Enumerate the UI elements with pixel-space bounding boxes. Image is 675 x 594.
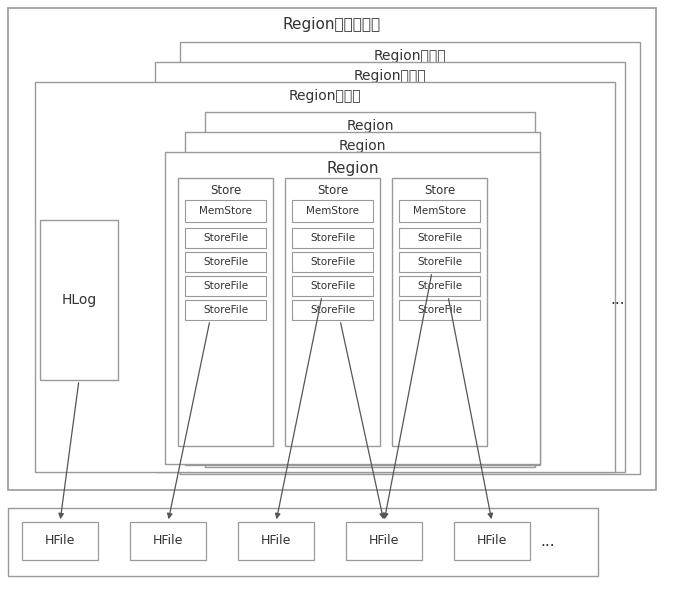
Bar	[292, 200, 373, 222]
Bar	[346, 522, 422, 560]
Bar	[155, 62, 625, 472]
Bar	[185, 228, 266, 248]
Text: HFile: HFile	[477, 535, 507, 548]
Bar	[185, 300, 266, 320]
Text: StoreFile: StoreFile	[203, 281, 248, 291]
Bar	[292, 276, 373, 296]
Bar	[399, 276, 480, 296]
Text: Region服务器: Region服务器	[374, 49, 446, 63]
Text: MemStore: MemStore	[199, 206, 252, 216]
Text: MemStore: MemStore	[413, 206, 466, 216]
Text: Region服务器集群: Region服务器集群	[283, 17, 381, 31]
Bar	[292, 300, 373, 320]
Text: StoreFile: StoreFile	[310, 257, 355, 267]
Bar	[454, 522, 530, 560]
Text: Store: Store	[424, 185, 455, 197]
Text: StoreFile: StoreFile	[417, 281, 462, 291]
Text: StoreFile: StoreFile	[310, 233, 355, 243]
Text: Region服务器: Region服务器	[354, 69, 427, 83]
Text: HLog: HLog	[61, 293, 97, 307]
Bar	[178, 178, 273, 446]
Text: Store: Store	[317, 185, 348, 197]
Text: ...: ...	[611, 292, 625, 308]
Text: MemStore: MemStore	[306, 206, 359, 216]
Text: Store: Store	[210, 185, 241, 197]
Bar	[185, 252, 266, 272]
Bar	[22, 522, 98, 560]
Bar	[185, 132, 540, 465]
Text: StoreFile: StoreFile	[203, 305, 248, 315]
Text: StoreFile: StoreFile	[203, 257, 248, 267]
Bar	[205, 112, 535, 467]
Bar	[285, 178, 380, 446]
Bar	[180, 42, 640, 474]
Text: HFile: HFile	[261, 535, 291, 548]
Text: HFile: HFile	[45, 535, 75, 548]
Text: Region: Region	[346, 119, 394, 133]
Text: StoreFile: StoreFile	[310, 305, 355, 315]
Bar	[185, 276, 266, 296]
Bar	[292, 252, 373, 272]
Bar	[35, 82, 615, 472]
Text: StoreFile: StoreFile	[417, 305, 462, 315]
Text: StoreFile: StoreFile	[417, 257, 462, 267]
Text: StoreFile: StoreFile	[310, 281, 355, 291]
Bar	[238, 522, 314, 560]
Text: StoreFile: StoreFile	[203, 233, 248, 243]
Text: Region: Region	[339, 139, 386, 153]
Bar	[185, 200, 266, 222]
Text: StoreFile: StoreFile	[417, 233, 462, 243]
Bar	[392, 178, 487, 446]
Text: Region: Region	[326, 160, 379, 175]
Text: Region服务器: Region服务器	[289, 89, 361, 103]
Bar	[399, 300, 480, 320]
Bar	[40, 220, 118, 380]
Bar	[165, 152, 540, 464]
Bar	[399, 252, 480, 272]
Bar	[292, 228, 373, 248]
Text: ...: ...	[541, 533, 556, 548]
Bar	[8, 508, 598, 576]
Bar	[130, 522, 206, 560]
Bar	[399, 228, 480, 248]
Text: HFile: HFile	[153, 535, 183, 548]
Bar	[8, 8, 656, 490]
Bar	[399, 200, 480, 222]
Text: HFile: HFile	[369, 535, 399, 548]
